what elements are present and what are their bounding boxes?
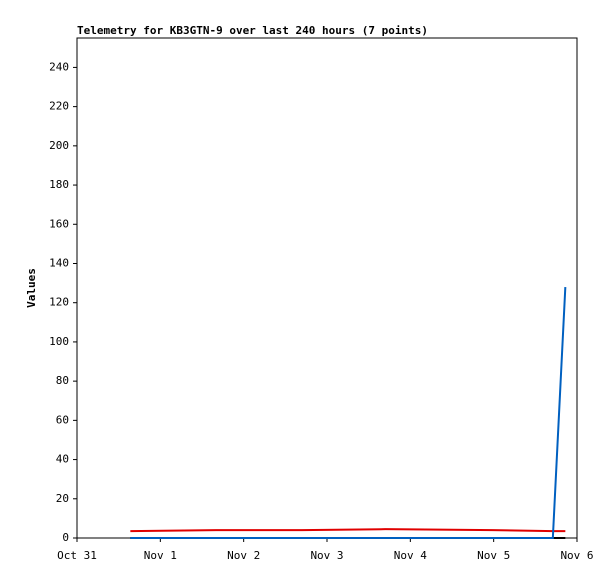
y-tick-label: 100 <box>49 335 69 348</box>
y-tick-label: 120 <box>49 296 69 309</box>
y-tick-label: 80 <box>56 374 69 387</box>
y-axis-label: Values <box>25 268 38 308</box>
y-tick-label: 20 <box>56 492 69 505</box>
x-tick-label: Nov 2 <box>227 549 260 562</box>
y-tick-label: 240 <box>49 60 69 73</box>
y-tick-label: 200 <box>49 139 69 152</box>
x-tick-label: Nov 5 <box>477 549 510 562</box>
x-tick-label: Nov 6 <box>560 549 593 562</box>
x-tick-label: Nov 3 <box>310 549 343 562</box>
y-tick-label: 0 <box>62 531 69 544</box>
x-tick-label: Oct 31 <box>57 549 97 562</box>
series-line <box>130 286 567 539</box>
y-tick-label: 40 <box>56 453 69 466</box>
y-tick-label: 140 <box>49 256 69 269</box>
x-tick-label: Nov 1 <box>144 549 177 562</box>
chart-title: Telemetry for KB3GTN-9 over last 240 hou… <box>77 24 428 37</box>
y-tick-label: 60 <box>56 413 69 426</box>
y-tick-label: 180 <box>49 178 69 191</box>
y-tick-label: 160 <box>49 217 69 230</box>
y-tick-label: 220 <box>49 100 69 113</box>
x-tick-label: Nov 4 <box>394 549 427 562</box>
